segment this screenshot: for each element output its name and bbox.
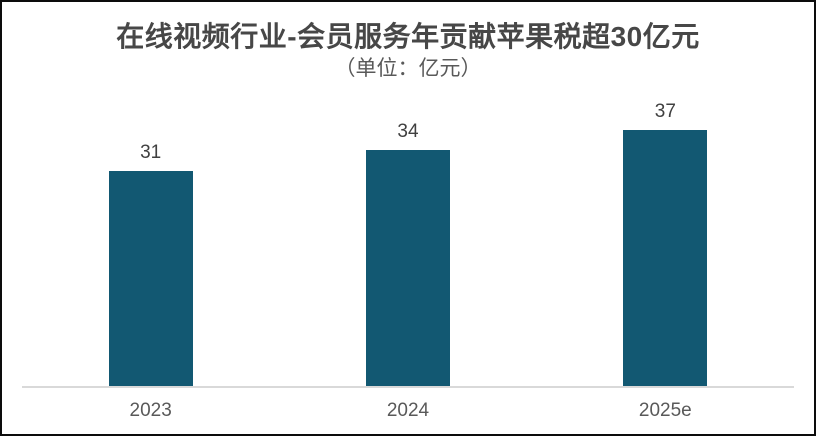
bar-column: 31	[22, 142, 279, 386]
bars-row: 31 34 37	[22, 95, 794, 386]
x-axis-labels: 2023 2024 2025e	[22, 400, 794, 422]
bar	[365, 150, 450, 386]
x-axis-tick-label: 2023	[129, 400, 172, 421]
chart-subtitle: （单位：亿元）	[334, 57, 482, 80]
bar-value-label: 34	[397, 121, 419, 142]
bar-column: 34	[279, 121, 536, 386]
x-axis-line	[22, 386, 794, 388]
x-axis-tick-label: 2025e	[638, 400, 692, 421]
bar	[108, 171, 193, 386]
chart-title: 在线视频行业-会员服务年贡献苹果税超30亿元	[116, 21, 700, 52]
bar	[623, 130, 708, 386]
bar-value-label: 31	[140, 142, 162, 163]
x-axis-tick-label: 2024	[386, 400, 430, 421]
plot-area: 31 34 37 2023 2024 2025e	[22, 95, 794, 421]
bar-column: 37	[537, 101, 794, 386]
bar-value-label: 37	[654, 101, 676, 122]
